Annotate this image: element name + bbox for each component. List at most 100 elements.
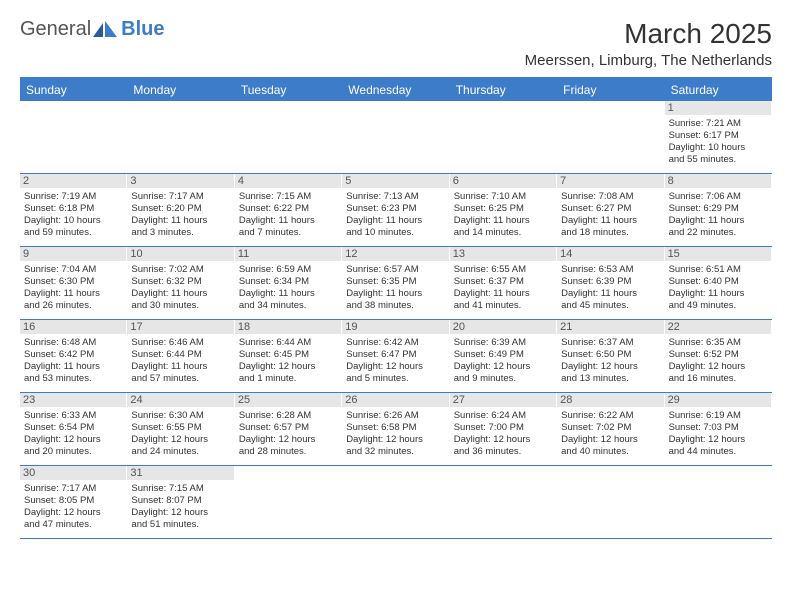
day-sunset: Sunset: 6:29 PM — [669, 203, 767, 215]
day-sunset: Sunset: 6:18 PM — [24, 203, 122, 215]
day-number: 13 — [450, 247, 556, 261]
day-cell: 19Sunrise: 6:42 AMSunset: 6:47 PMDayligh… — [342, 320, 449, 392]
day-day2: and 44 minutes. — [669, 446, 767, 458]
day-day1: Daylight: 11 hours — [239, 215, 337, 227]
day-number: 4 — [235, 174, 341, 188]
day-sunrise: Sunrise: 7:15 AM — [131, 483, 229, 495]
day-cell — [20, 101, 127, 173]
day-number: 21 — [557, 320, 663, 334]
day-sunrise: Sunrise: 6:44 AM — [239, 337, 337, 349]
day-number: 14 — [557, 247, 663, 261]
day-day2: and 28 minutes. — [239, 446, 337, 458]
day-day1: Daylight: 11 hours — [561, 215, 659, 227]
day-sunrise: Sunrise: 7:21 AM — [669, 118, 767, 130]
day-sunrise: Sunrise: 6:35 AM — [669, 337, 767, 349]
day-sunset: Sunset: 6:52 PM — [669, 349, 767, 361]
day-sunset: Sunset: 6:54 PM — [24, 422, 122, 434]
day-sunset: Sunset: 6:55 PM — [131, 422, 229, 434]
week-row: 23Sunrise: 6:33 AMSunset: 6:54 PMDayligh… — [20, 393, 772, 466]
day-cell — [450, 466, 557, 538]
day-day2: and 1 minute. — [239, 373, 337, 385]
day-sunset: Sunset: 7:00 PM — [454, 422, 552, 434]
day-sunset: Sunset: 6:37 PM — [454, 276, 552, 288]
day-cell: 26Sunrise: 6:26 AMSunset: 6:58 PMDayligh… — [342, 393, 449, 465]
logo-text-2: Blue — [121, 18, 164, 41]
day-cell: 28Sunrise: 6:22 AMSunset: 7:02 PMDayligh… — [557, 393, 664, 465]
day-sunrise: Sunrise: 6:30 AM — [131, 410, 229, 422]
day-sunrise: Sunrise: 6:42 AM — [346, 337, 444, 349]
day-day1: Daylight: 12 hours — [346, 361, 444, 373]
day-day1: Daylight: 12 hours — [669, 434, 767, 446]
day-cell: 29Sunrise: 6:19 AMSunset: 7:03 PMDayligh… — [665, 393, 772, 465]
week-row: 30Sunrise: 7:17 AMSunset: 8:05 PMDayligh… — [20, 466, 772, 539]
day-sunrise: Sunrise: 7:19 AM — [24, 191, 122, 203]
weekday-header: Friday — [557, 79, 664, 101]
day-sunset: Sunset: 6:42 PM — [24, 349, 122, 361]
day-number: 10 — [127, 247, 233, 261]
day-sunset: Sunset: 6:34 PM — [239, 276, 337, 288]
day-day1: Daylight: 11 hours — [454, 288, 552, 300]
day-sunset: Sunset: 6:35 PM — [346, 276, 444, 288]
day-day1: Daylight: 12 hours — [239, 361, 337, 373]
day-sunrise: Sunrise: 6:51 AM — [669, 264, 767, 276]
day-cell: 5Sunrise: 7:13 AMSunset: 6:23 PMDaylight… — [342, 174, 449, 246]
day-sunrise: Sunrise: 6:22 AM — [561, 410, 659, 422]
day-cell: 16Sunrise: 6:48 AMSunset: 6:42 PMDayligh… — [20, 320, 127, 392]
day-cell — [127, 101, 234, 173]
day-sunrise: Sunrise: 6:33 AM — [24, 410, 122, 422]
day-sunrise: Sunrise: 6:28 AM — [239, 410, 337, 422]
day-day1: Daylight: 12 hours — [561, 434, 659, 446]
day-day1: Daylight: 12 hours — [239, 434, 337, 446]
day-sunset: Sunset: 6:39 PM — [561, 276, 659, 288]
day-day2: and 32 minutes. — [346, 446, 444, 458]
day-number: 16 — [20, 320, 126, 334]
day-number: 12 — [342, 247, 448, 261]
day-number: 27 — [450, 393, 556, 407]
day-day1: Daylight: 11 hours — [131, 361, 229, 373]
day-day2: and 47 minutes. — [24, 519, 122, 531]
day-cell: 18Sunrise: 6:44 AMSunset: 6:45 PMDayligh… — [235, 320, 342, 392]
day-day1: Daylight: 11 hours — [24, 288, 122, 300]
day-day1: Daylight: 12 hours — [24, 434, 122, 446]
weekday-header: Wednesday — [342, 79, 449, 101]
day-day2: and 26 minutes. — [24, 300, 122, 312]
day-sunset: Sunset: 6:50 PM — [561, 349, 659, 361]
day-cell: 23Sunrise: 6:33 AMSunset: 6:54 PMDayligh… — [20, 393, 127, 465]
day-sunset: Sunset: 6:32 PM — [131, 276, 229, 288]
day-number: 15 — [665, 247, 771, 261]
day-sunset: Sunset: 6:58 PM — [346, 422, 444, 434]
day-day2: and 40 minutes. — [561, 446, 659, 458]
day-day1: Daylight: 11 hours — [669, 215, 767, 227]
day-cell: 6Sunrise: 7:10 AMSunset: 6:25 PMDaylight… — [450, 174, 557, 246]
day-day1: Daylight: 12 hours — [24, 507, 122, 519]
week-row: 9Sunrise: 7:04 AMSunset: 6:30 PMDaylight… — [20, 247, 772, 320]
day-number: 2 — [20, 174, 126, 188]
day-cell: 30Sunrise: 7:17 AMSunset: 8:05 PMDayligh… — [20, 466, 127, 538]
day-day2: and 22 minutes. — [669, 227, 767, 239]
day-cell — [557, 466, 664, 538]
day-number: 25 — [235, 393, 341, 407]
day-number: 31 — [127, 466, 233, 480]
day-sunrise: Sunrise: 6:57 AM — [346, 264, 444, 276]
day-day2: and 16 minutes. — [669, 373, 767, 385]
day-day2: and 10 minutes. — [346, 227, 444, 239]
day-sunset: Sunset: 8:07 PM — [131, 495, 229, 507]
day-day1: Daylight: 11 hours — [454, 215, 552, 227]
day-number: 20 — [450, 320, 556, 334]
day-day2: and 5 minutes. — [346, 373, 444, 385]
day-sunrise: Sunrise: 6:26 AM — [346, 410, 444, 422]
day-cell: 20Sunrise: 6:39 AMSunset: 6:49 PMDayligh… — [450, 320, 557, 392]
day-cell: 15Sunrise: 6:51 AMSunset: 6:40 PMDayligh… — [665, 247, 772, 319]
day-day2: and 24 minutes. — [131, 446, 229, 458]
day-day1: Daylight: 11 hours — [131, 215, 229, 227]
day-sunset: Sunset: 6:17 PM — [669, 130, 767, 142]
day-number: 5 — [342, 174, 448, 188]
day-day2: and 9 minutes. — [454, 373, 552, 385]
week-row: 1Sunrise: 7:21 AMSunset: 6:17 PMDaylight… — [20, 101, 772, 174]
weekday-header: Sunday — [20, 79, 127, 101]
day-sunset: Sunset: 6:45 PM — [239, 349, 337, 361]
day-day2: and 59 minutes. — [24, 227, 122, 239]
day-day2: and 30 minutes. — [131, 300, 229, 312]
day-cell — [342, 101, 449, 173]
day-sunrise: Sunrise: 7:02 AM — [131, 264, 229, 276]
